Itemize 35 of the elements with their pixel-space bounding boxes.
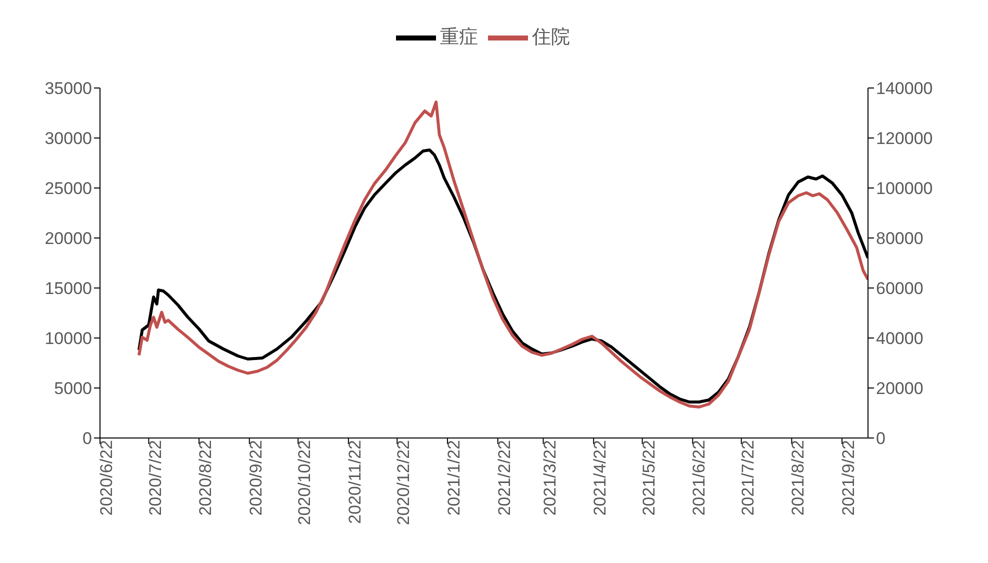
- y-tick-label: 35000: [44, 79, 92, 98]
- x-tick-label: 2020/6/22: [97, 440, 116, 516]
- y2-tick-label: 60000: [876, 279, 924, 298]
- x-tick-label: 2020/7/22: [146, 440, 165, 516]
- x-tick-label: 2020/8/22: [196, 440, 216, 516]
- x-tick-label: 2021/9/22: [839, 440, 858, 516]
- x-tick-label: 2021/1/22: [444, 440, 464, 516]
- x-tick-label: 2021/8/22: [788, 440, 808, 516]
- legend-label: 重症: [440, 27, 478, 48]
- x-tick-label: 2020/11/22: [345, 440, 364, 524]
- y-tick-label: 10000: [44, 329, 92, 348]
- x-tick-label: 2020/12/22: [394, 440, 414, 526]
- x-tick-label: 2021/5/22: [639, 440, 658, 516]
- x-tick-label: 2021/7/22: [738, 440, 758, 516]
- x-tick-label: 2020/10/22: [295, 440, 314, 526]
- y2-tick-label: 0: [876, 429, 886, 448]
- x-tick-label: 2021/6/22: [690, 440, 709, 516]
- line-series: [137, 100, 868, 408]
- y2-tick-label: 120000: [876, 129, 933, 148]
- y-tick-label: 0: [82, 429, 92, 448]
- y-tick-label: 30000: [44, 129, 92, 148]
- y2-tick-label: 140000: [876, 79, 933, 98]
- y-tick-label: 20000: [44, 229, 92, 248]
- y2-tick-label: 100000: [876, 179, 933, 198]
- y2-tick-label: 20000: [876, 379, 924, 398]
- x-tick-label: 2020/9/22: [246, 440, 266, 516]
- x-tick-label: 2021/4/22: [590, 440, 610, 516]
- y-tick-label: 25000: [44, 179, 92, 198]
- y-tick-label: 15000: [44, 279, 92, 298]
- legend-label: 住院: [532, 27, 570, 48]
- y2-tick-label: 80000: [876, 229, 924, 248]
- y2-tick-label: 40000: [876, 329, 924, 348]
- x-tick-label: 2021/3/22: [540, 440, 560, 516]
- y-tick-label: 5000: [54, 379, 92, 398]
- x-tick-label: 2021/2/22: [494, 440, 514, 516]
